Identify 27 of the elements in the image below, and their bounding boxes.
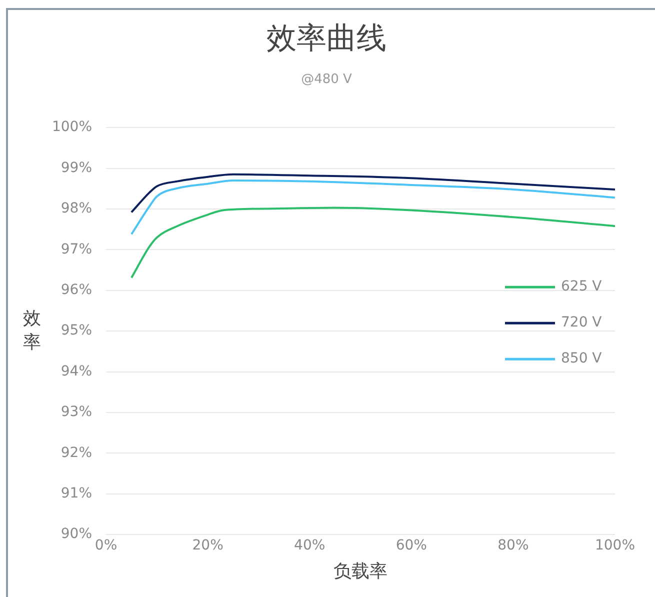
legend-label: 720 V (561, 314, 602, 331)
chart-subtitle: @480 V (301, 72, 352, 88)
x-tick-label: 0% (94, 538, 118, 554)
y-tick-label: 100% (52, 119, 92, 136)
legend-label: 850 V (561, 350, 602, 367)
y-axis-title: 效率 (23, 308, 41, 353)
x-tick-label: 100% (594, 538, 636, 554)
y-tick-label: 96% (60, 282, 92, 298)
x-tick-label: 40% (294, 538, 326, 554)
chart-title: 效率曲线 (266, 20, 386, 56)
legend-label: 625 V (561, 278, 602, 295)
y-tick-label: 92% (60, 444, 92, 461)
line-series (130, 206, 615, 279)
y-tick-label: 98% (60, 200, 92, 217)
y-tick-label: 91% (60, 486, 92, 502)
x-tick-label: 60% (396, 538, 427, 554)
x-tick-label: 20% (192, 538, 224, 554)
line-series (130, 173, 615, 214)
y-tick-label: 90% (60, 526, 92, 542)
y-tick-label: 95% (60, 322, 92, 339)
x-tick-label: 80% (498, 538, 529, 554)
y-tick-label: 97% (60, 241, 92, 258)
line-series (130, 180, 615, 236)
y-tick-label: 93% (60, 404, 92, 420)
y-tick-label: 94% (60, 363, 92, 380)
x-axis-title: 负载率 (334, 560, 388, 582)
y-tick-label: 99% (60, 160, 92, 176)
